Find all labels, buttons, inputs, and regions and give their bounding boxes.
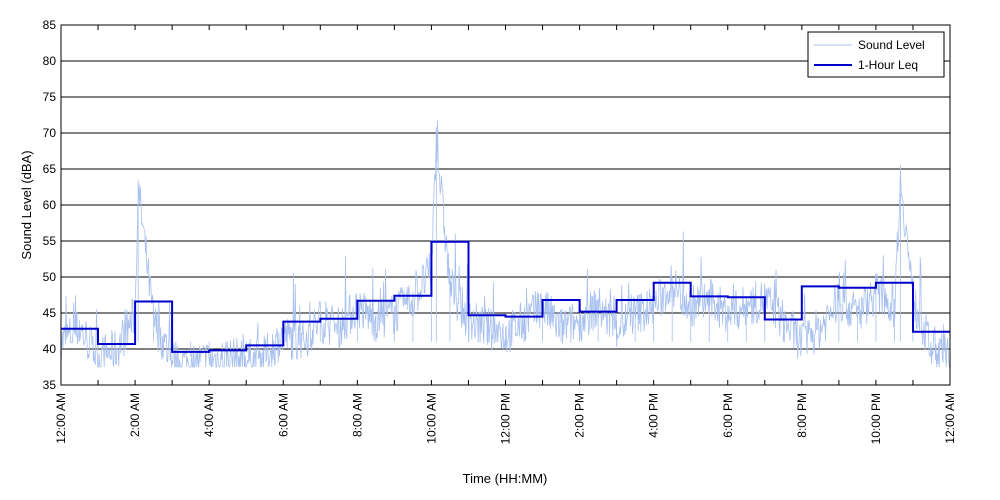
- grid-lines: [61, 60, 950, 350]
- x-tick-label: 6:00 PM: [721, 393, 735, 438]
- y-axis-title: Sound Level (dBA): [19, 150, 34, 259]
- x-tick-label: 2:00 PM: [573, 393, 587, 438]
- y-tick-label: 55: [43, 234, 57, 248]
- legend-label-leq: 1-Hour Leq: [858, 58, 918, 72]
- legend-label-sound-level: Sound Level: [858, 38, 925, 52]
- y-tick-label: 50: [43, 270, 57, 284]
- series-line-sound-level: [60, 119, 950, 368]
- x-tick-label: 12:00 AM: [943, 393, 957, 444]
- x-tick-label: 2:00 AM: [128, 393, 142, 437]
- x-tick-label: 4:00 AM: [202, 393, 216, 437]
- x-tick-label: 10:00 PM: [869, 393, 883, 444]
- x-tick-label: 12:00 AM: [54, 393, 68, 444]
- y-tick-label: 65: [43, 162, 57, 176]
- x-tick-label: 10:00 AM: [424, 393, 438, 444]
- legend-box: [807, 31, 945, 78]
- y-tick-label: 75: [43, 90, 57, 104]
- x-tick-label: 4:00 PM: [647, 393, 661, 438]
- y-tick-label: 40: [43, 342, 57, 356]
- y-tick-label: 80: [43, 54, 57, 68]
- y-tick-label: 45: [43, 306, 57, 320]
- y-tick-label: 35: [43, 378, 57, 392]
- y-ticks: 35 40 45 50 55 60 65 70 75 80 85: [43, 18, 950, 392]
- x-tick-label: 12:00 PM: [499, 393, 513, 444]
- y-tick-label: 85: [43, 18, 57, 32]
- x-axis-title: Time (HH:MM): [463, 471, 548, 486]
- x-ticks: 12:00 AM 2:00 AM 4:00 AM 6:00 AM 8:00 AM 10:0…: [54, 25, 957, 444]
- y-tick-label: 70: [43, 126, 57, 140]
- x-tick-label: 8:00 AM: [350, 393, 364, 437]
- legend: Sound Level 1-Hour Leq: [807, 31, 945, 78]
- x-tick-label: 6:00 AM: [276, 393, 290, 437]
- series-line-1-hour-leq: [61, 240, 950, 353]
- y-tick-label: 60: [43, 198, 57, 212]
- plot-frame: [60, 24, 951, 386]
- x-tick-label: 8:00 PM: [795, 393, 809, 438]
